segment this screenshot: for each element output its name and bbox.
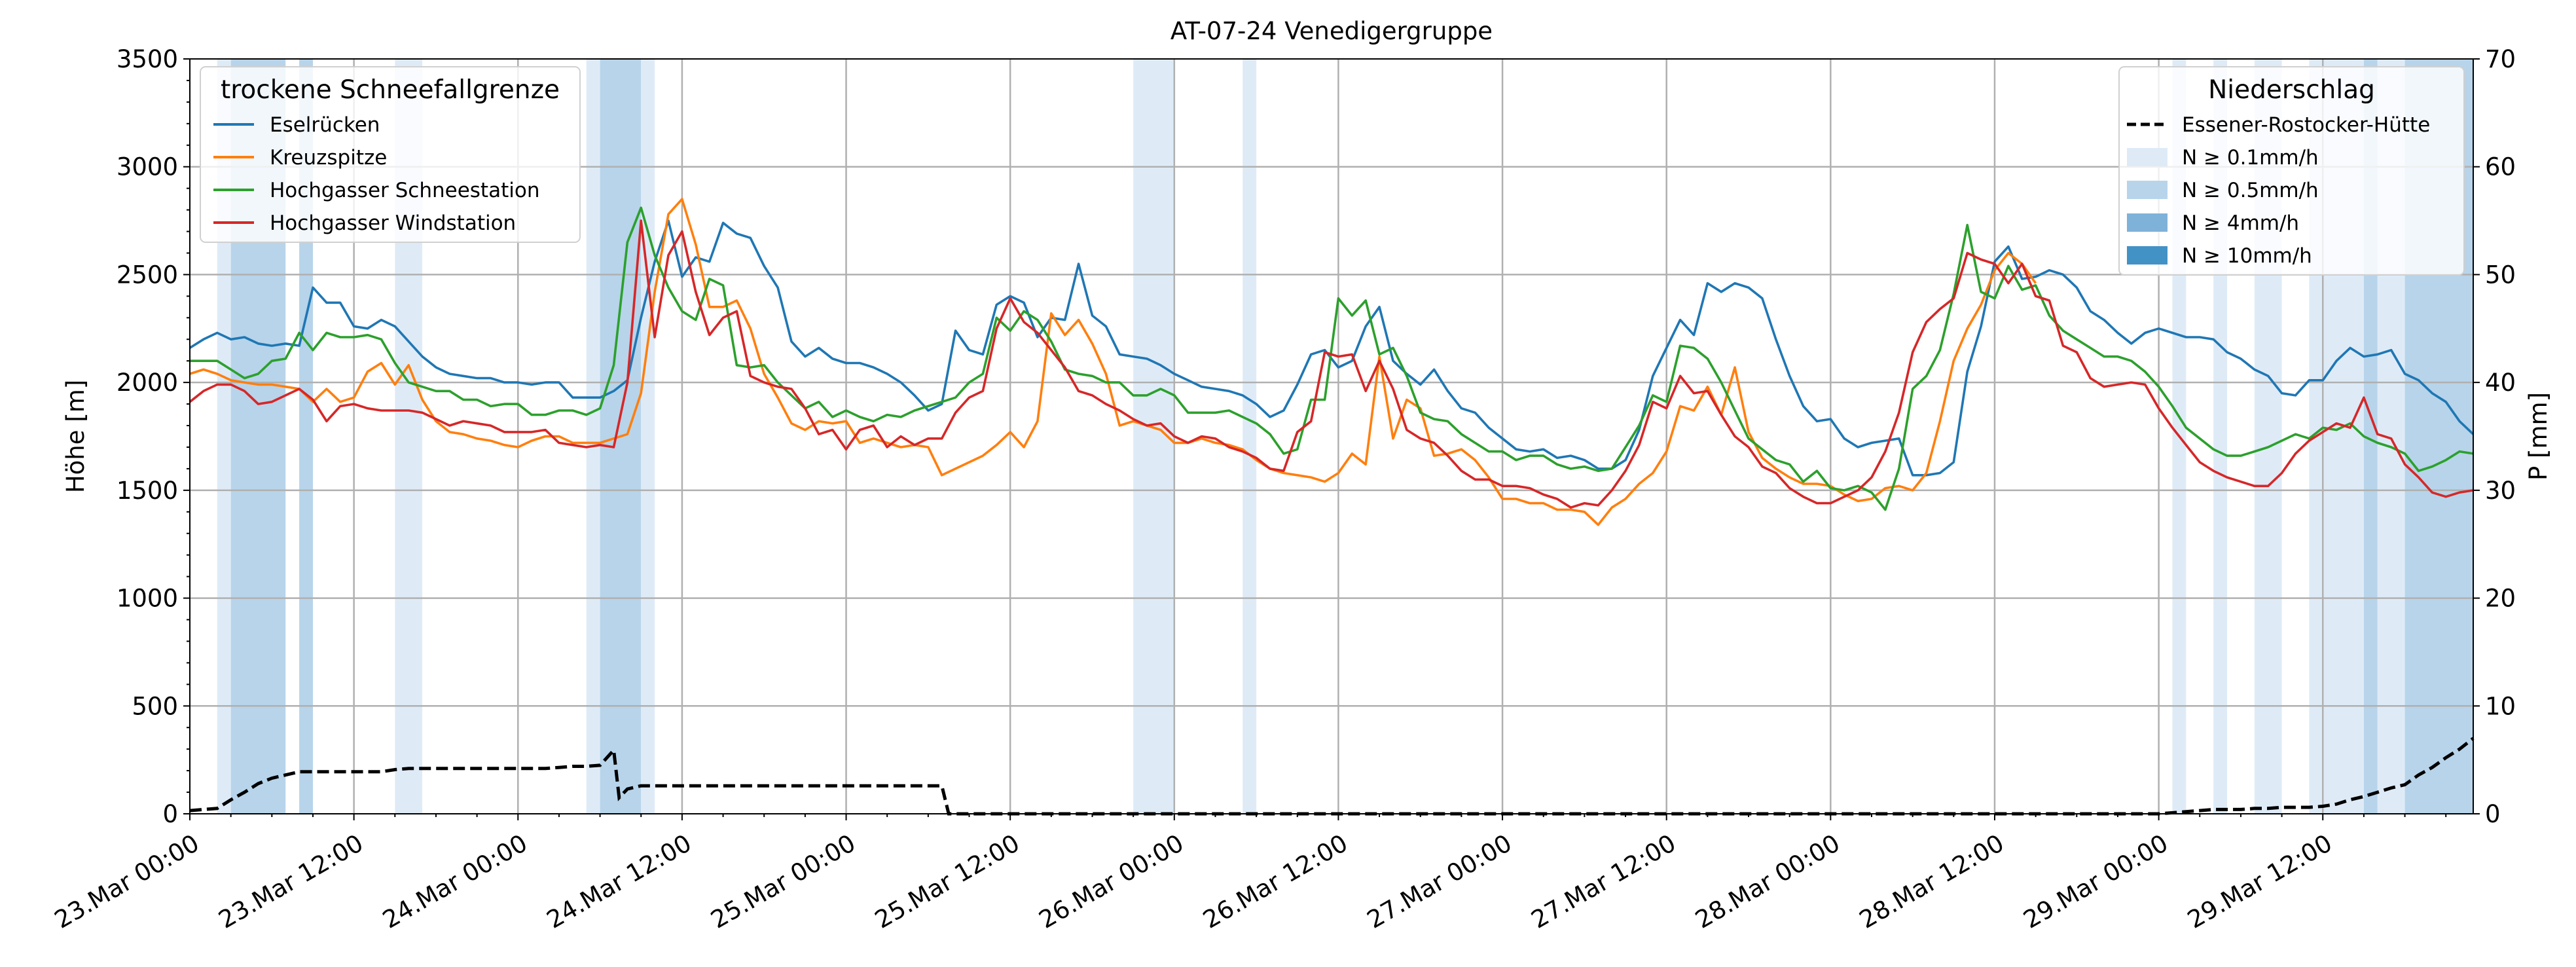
y2-tick-label: 30 xyxy=(2485,477,2516,505)
x-tick-label: 25.Mar 12:00 xyxy=(870,829,1024,934)
y-tick-label: 1000 xyxy=(117,585,178,613)
precip-series-line xyxy=(189,737,2475,816)
legend-title: trockene Schneefallgrenze xyxy=(221,75,560,105)
y-tick-label: 500 xyxy=(132,692,178,720)
legend-label: Essener-Rostocker-Hütte xyxy=(2182,113,2430,137)
legend-swatch xyxy=(2127,148,2168,166)
y-axis-label: Höhe [m] xyxy=(62,380,90,493)
precip-line xyxy=(189,737,2475,816)
y2-tick-label: 50 xyxy=(2485,261,2516,289)
y-tick-label: 0 xyxy=(162,800,178,828)
legend-swatch xyxy=(2127,181,2168,199)
precip-band xyxy=(217,59,231,814)
y2-tick-label: 40 xyxy=(2485,369,2516,397)
y-tick-label: 2500 xyxy=(117,261,178,289)
precip-band xyxy=(299,59,313,814)
x-tick-label: 26.Mar 12:00 xyxy=(1198,829,1352,934)
legend-snowline: trockene Schneefallgrenze Eselrücken Kreuz… xyxy=(200,66,581,243)
x-tick-label: 24.Mar 12:00 xyxy=(542,829,696,934)
legend-box xyxy=(200,66,581,243)
x-tick-label: 23.Mar 00:00 xyxy=(50,829,204,934)
legend-precipitation: Niederschlag Essener-Rostocker-Hütte N ≥ 0… xyxy=(2118,66,2465,276)
y2-tick-label: 10 xyxy=(2485,692,2516,720)
grid xyxy=(190,59,2473,814)
series-line xyxy=(190,206,2474,511)
y2-tick-label: 70 xyxy=(2485,45,2516,73)
y-tick-label: 3500 xyxy=(117,45,178,73)
legend-label: Eselrücken xyxy=(270,113,380,137)
precip-band xyxy=(586,59,600,814)
y-tick-label: 1500 xyxy=(117,477,178,505)
legend-label: N ≥ 0.5mm/h xyxy=(2182,179,2319,202)
y2-tick-label: 0 xyxy=(2485,800,2501,828)
y-tick-label: 2000 xyxy=(117,369,178,397)
precip-band xyxy=(1243,59,1257,814)
chart-title: AT-07-24 Venedigergruppe xyxy=(1170,17,1493,45)
x-axis: 23.Mar 00:00 23.Mar 12:00 24.Mar 00:00 24.M… xyxy=(50,814,2447,934)
x-tick-label: 27.Mar 00:00 xyxy=(1362,829,1516,934)
x-tick-label: 23.Mar 12:00 xyxy=(214,829,368,934)
y2-tick-label: 20 xyxy=(2485,585,2516,613)
x-tick-label: 24.Mar 00:00 xyxy=(378,829,532,934)
y-axis-right: 0 10 20 30 40 50 60 70 xyxy=(2473,45,2516,828)
y-axis-left: 0 500 1000 1500 2000 2500 3000 3500 xyxy=(117,45,190,828)
precip-band xyxy=(641,59,655,814)
x-tick-label: 29.Mar 12:00 xyxy=(2183,829,2336,934)
legend-title: Niederschlag xyxy=(2208,75,2375,105)
legend-swatch xyxy=(2127,246,2168,265)
x-tick-label: 29.Mar 00:00 xyxy=(2019,829,2173,934)
legend-label: N ≥ 4mm/h xyxy=(2182,211,2299,235)
x-tick-label: 28.Mar 12:00 xyxy=(1855,829,2008,934)
y2-axis-label: P [mm] xyxy=(2524,392,2552,481)
series-line xyxy=(189,219,2475,477)
series-lines xyxy=(189,198,2475,526)
legend-label: Hochgasser Windstation xyxy=(270,211,516,235)
legend-swatch xyxy=(2127,213,2168,232)
legend-label: Kreuzspitze xyxy=(270,146,387,170)
y2-tick-label: 60 xyxy=(2485,153,2516,181)
y-tick-label: 3000 xyxy=(117,153,178,181)
x-tick-label: 26.Mar 00:00 xyxy=(1034,829,1188,934)
x-tick-label: 28.Mar 00:00 xyxy=(1690,829,1844,934)
plot-frame xyxy=(189,58,2474,814)
series-line xyxy=(189,198,2037,526)
legend-label: N ≥ 0.1mm/h xyxy=(2182,146,2319,170)
legend-label: Hochgasser Schneestation xyxy=(270,179,539,202)
series-line xyxy=(189,219,2474,509)
x-tick-label: 25.Mar 00:00 xyxy=(706,829,860,934)
legend-box xyxy=(2118,66,2465,276)
legend-label: N ≥ 10mm/h xyxy=(2182,244,2312,268)
x-tick-label: 27.Mar 12:00 xyxy=(1527,829,1680,934)
